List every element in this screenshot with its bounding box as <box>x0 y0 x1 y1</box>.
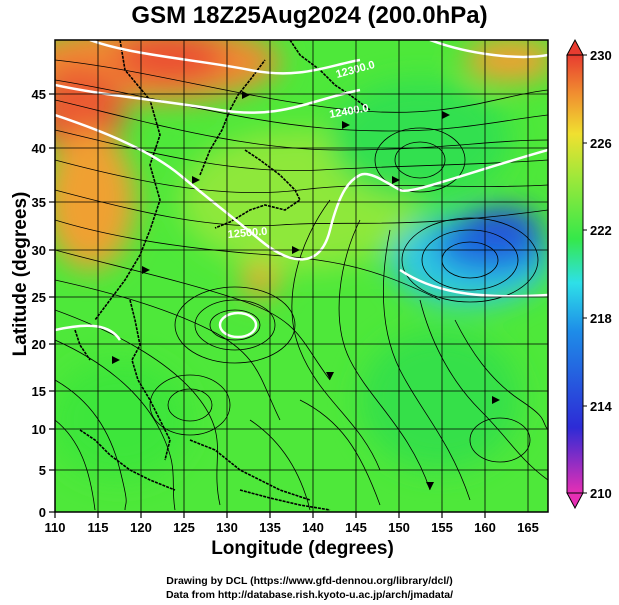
y-tick-label: 20 <box>32 337 46 352</box>
coastlines <box>74 40 371 511</box>
colorbar: 210 214 218 222 226 230 <box>566 38 612 510</box>
contour-label: 12500.0 <box>227 226 268 241</box>
axis-ticks <box>49 93 486 518</box>
colorbar-bottom-arrow <box>566 492 584 510</box>
plot-frame <box>54 39 549 513</box>
x-tick-label: 125 <box>173 520 195 535</box>
map-title: GSM 18Z25Aug2024 (200.0hPa) <box>131 2 488 29</box>
x-tick-label: 110 <box>45 520 66 535</box>
y-axis-label: Latitude (degrees) <box>10 191 31 357</box>
temperature-field <box>55 40 548 512</box>
x-tick-label: 160 <box>474 520 496 535</box>
y-tick-label: 15 <box>32 384 46 399</box>
x-tick-label: 130 <box>216 520 238 535</box>
x-tick-label: 165 <box>517 520 539 535</box>
colorbar-tick-label: 226 <box>590 136 612 151</box>
x-tick-label: 140 <box>302 520 324 535</box>
colorbar-tick-label: 214 <box>590 399 612 414</box>
y-tick-labels: 0 5 10 15 20 25 30 35 40 45 <box>32 87 46 520</box>
streamlines <box>55 59 548 511</box>
y-tick-label: 35 <box>32 195 46 210</box>
height-contours <box>55 40 548 341</box>
y-tick-label: 45 <box>32 87 46 102</box>
colorbar-tick-label: 230 <box>590 48 612 63</box>
x-tick-labels: 110 115 120 125 130 135 140 145 150 155 … <box>45 520 539 535</box>
y-tick-label: 25 <box>32 290 46 305</box>
x-tick-label: 120 <box>130 520 152 535</box>
lat-lon-grid <box>55 40 548 512</box>
x-axis-label: Longitude (degrees) <box>211 538 394 559</box>
colorbar-tick-label: 222 <box>590 223 612 238</box>
colorbar-tick-label: 218 <box>590 311 612 326</box>
credit-data: Data from http://database.rish.kyoto-u.a… <box>165 589 454 601</box>
y-tick-label: 40 <box>32 141 46 156</box>
y-tick-label: 10 <box>32 422 46 437</box>
y-tick-label: 0 <box>39 505 46 520</box>
x-tick-label: 155 <box>431 520 453 535</box>
y-tick-label: 30 <box>32 243 46 258</box>
y-tick-label: 5 <box>39 463 46 478</box>
colorbar-tick-label: 210 <box>590 486 612 501</box>
colorbar-top-arrow <box>566 38 584 56</box>
x-tick-label: 135 <box>259 520 281 535</box>
x-tick-label: 115 <box>88 520 109 535</box>
credit-drawing: Drawing by DCL (https://www.gfd-dennou.o… <box>166 575 453 587</box>
x-tick-label: 150 <box>388 520 410 535</box>
streamline-arrows <box>112 91 500 490</box>
x-tick-label: 145 <box>345 520 367 535</box>
